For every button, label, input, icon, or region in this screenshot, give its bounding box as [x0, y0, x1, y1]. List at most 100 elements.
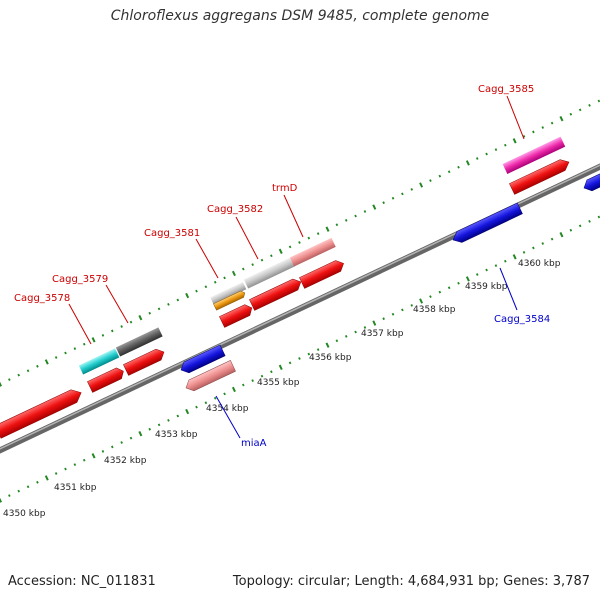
scale-tick: [485, 152, 488, 156]
scale-tick: [54, 356, 58, 359]
scale-tick: [270, 254, 273, 258]
cds-forward-feature[interactable]: [219, 302, 254, 328]
kbp-label: 4359 kbp: [465, 282, 508, 292]
scale-tick: [298, 241, 301, 244]
scale-tick: [298, 357, 301, 360]
scale-tick: [588, 220, 591, 223]
cagg-3579-feature[interactable]: [115, 327, 163, 357]
scale-tick: [512, 254, 517, 260]
scale-tick: [335, 339, 339, 343]
scale-tick: [129, 320, 133, 324]
scale-tick: [242, 383, 245, 387]
scale-tick: [335, 223, 339, 227]
scale-tick: [73, 463, 77, 467]
scale-tick: [17, 489, 21, 493]
scale-tick: [391, 312, 395, 316]
scale-tick: [251, 379, 254, 382]
scale-tick: [0, 381, 2, 387]
scale-tick: [438, 174, 442, 178]
cds-reverse-feature[interactable]: [581, 165, 600, 193]
scale-tick: [138, 314, 143, 321]
scale-tick: [204, 285, 208, 289]
scale-tick: [578, 108, 582, 112]
scale-tick: [363, 210, 367, 213]
scale-tick: [129, 436, 133, 440]
scale-tick: [559, 115, 564, 122]
scale-tick: [569, 112, 573, 116]
cagg-3582-feature[interactable]: [243, 257, 296, 289]
scale-tick: [223, 392, 226, 396]
gene-label-cagg-3584[interactable]: Cagg_3584: [494, 314, 550, 325]
scale-tick: [401, 308, 404, 312]
scale-tick: [354, 330, 357, 334]
kbp-label: 4357 kbp: [361, 329, 404, 339]
cagg-3584-feature[interactable]: [450, 202, 523, 245]
cds-reverse-feature[interactable]: [178, 344, 226, 376]
scale-tick: [325, 342, 330, 348]
scale-tick: [372, 204, 377, 210]
gene-label-cagg-3579[interactable]: Cagg_3579: [52, 274, 108, 285]
map-title: Chloroflexus aggregans DSM 9485, complet…: [110, 8, 490, 24]
scale-tick: [26, 369, 30, 373]
scale-tick: [44, 359, 49, 365]
gene-label-cagg-3582[interactable]: Cagg_3582: [207, 204, 263, 215]
gene-label-cagg-3578[interactable]: Cagg_3578: [14, 293, 70, 304]
reverse-tick-track: [0, 215, 600, 503]
scale-tick: [578, 224, 582, 228]
scale-tick: [475, 273, 479, 276]
scale-tick: [344, 218, 348, 222]
scale-tick: [120, 441, 123, 444]
scale-tick: [0, 497, 2, 503]
scale-tick: [354, 214, 357, 218]
scale-tick: [278, 364, 283, 371]
cds-forward-feature[interactable]: [299, 258, 346, 289]
scale-tick: [213, 280, 217, 284]
gene-label-miaA[interactable]: miaA: [241, 438, 267, 449]
kbp-label: 4351 kbp: [54, 483, 97, 493]
gene-label-cagg-3585[interactable]: Cagg_3585: [478, 84, 534, 95]
miaA-feature[interactable]: [183, 360, 236, 393]
trmD-feature[interactable]: [289, 237, 336, 267]
scale-tick: [157, 307, 161, 311]
scale-tick: [391, 196, 395, 200]
scale-tick: [44, 475, 49, 481]
scale-tick: [512, 138, 517, 144]
scale-tick: [307, 236, 311, 240]
cds-forward-feature[interactable]: [213, 290, 247, 311]
scale-tick: [101, 333, 105, 337]
scale-tick: [410, 304, 414, 307]
cds-forward-feature[interactable]: [509, 157, 571, 195]
scale-tick: [419, 298, 424, 304]
scale-tick: [401, 192, 404, 196]
scale-tick: [167, 419, 170, 422]
scale-tick: [475, 157, 479, 160]
scale-tick: [242, 267, 245, 271]
cds-forward-feature[interactable]: [0, 386, 84, 439]
gene-label-trmD[interactable]: trmD: [272, 183, 298, 194]
scale-tick: [251, 263, 254, 266]
cagg-3581-feature[interactable]: [210, 281, 247, 305]
scale-tick: [148, 311, 152, 315]
cagg-3578-feature[interactable]: [78, 348, 120, 375]
kbp-label: 4355 kbp: [257, 378, 300, 388]
scale-tick: [325, 226, 330, 232]
scale-tick: [91, 337, 96, 343]
cds-forward-feature[interactable]: [87, 366, 126, 393]
scale-tick: [157, 423, 161, 427]
cds-forward-feature[interactable]: [249, 276, 303, 311]
scale-tick: [588, 104, 591, 107]
scale-tick: [541, 242, 545, 245]
scale-tick: [167, 303, 170, 306]
cds-forward-feature[interactable]: [123, 347, 166, 376]
gene-label-cagg-3581[interactable]: Cagg_3581: [144, 228, 200, 239]
scale-tick: [541, 126, 545, 129]
kbp-label: 4352 kbp: [104, 456, 147, 466]
scale-tick: [382, 317, 385, 321]
scale-tick: [8, 494, 11, 497]
scale-tick: [465, 276, 470, 282]
scale-tick: [231, 270, 236, 277]
kbp-label: 4354 kbp: [206, 404, 249, 414]
cagg-3585-feature[interactable]: [502, 136, 566, 174]
scale-tick: [278, 248, 283, 255]
scale-tick: [597, 99, 600, 103]
